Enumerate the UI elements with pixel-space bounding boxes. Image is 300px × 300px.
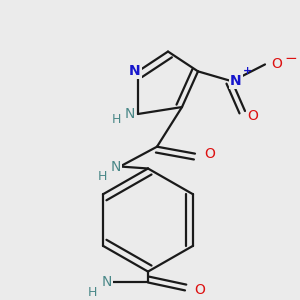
Text: −: − (285, 51, 297, 66)
Text: N: N (102, 275, 112, 290)
Text: N: N (125, 107, 135, 121)
Text: H: H (111, 113, 121, 126)
Text: +: + (243, 66, 253, 76)
Text: H: H (87, 286, 97, 299)
Text: N: N (129, 64, 141, 78)
Text: O: O (195, 284, 206, 297)
Text: O: O (248, 109, 258, 123)
Text: O: O (205, 147, 215, 160)
Text: H: H (97, 170, 107, 183)
Text: N: N (230, 74, 242, 88)
Text: O: O (272, 57, 282, 71)
Text: N: N (111, 160, 121, 173)
